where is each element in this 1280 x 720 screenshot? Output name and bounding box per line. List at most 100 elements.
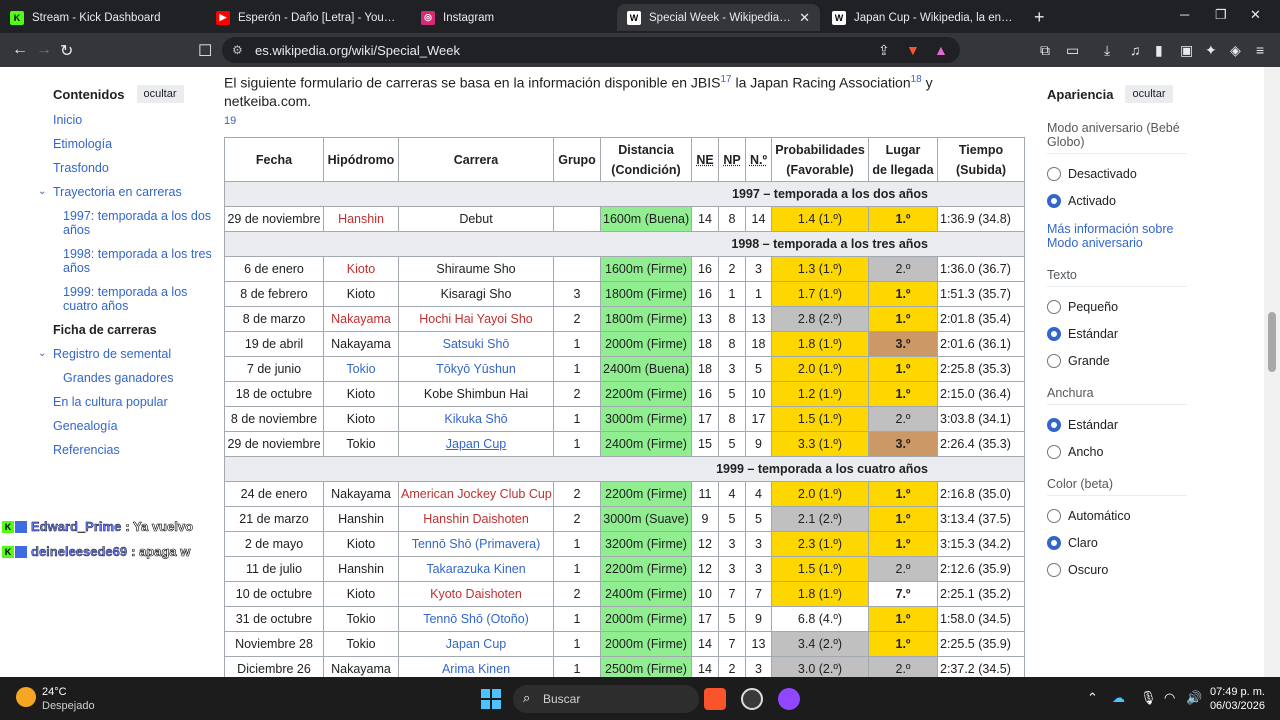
browser-tab[interactable]: K Stream - Kick Dashboard bbox=[0, 4, 205, 31]
browser-tab[interactable]: W Special Week - Wikipedia, la encicloped… bbox=[617, 4, 820, 31]
table-cell[interactable]: Tennō Shō (Otoño) bbox=[398, 606, 554, 632]
radio-icon[interactable] bbox=[1047, 536, 1061, 550]
close-window-icon[interactable]: ✕ bbox=[1250, 7, 1261, 22]
text-size-option[interactable]: Pequeño bbox=[1047, 300, 1187, 314]
tray-chevron-icon[interactable]: ⌃ bbox=[1087, 690, 1098, 705]
table-cell[interactable]: Hanshin bbox=[323, 206, 399, 232]
radio-icon[interactable] bbox=[1047, 563, 1061, 577]
maximize-icon[interactable]: ❐ bbox=[1215, 7, 1227, 22]
toc-item[interactable]: Grandes ganadores bbox=[63, 371, 174, 385]
toc-item[interactable]: Etimología bbox=[53, 137, 113, 151]
table-cell[interactable]: Tokio bbox=[323, 356, 399, 382]
scrollbar-thumb[interactable] bbox=[1268, 312, 1276, 372]
color-option[interactable]: Automático bbox=[1047, 509, 1187, 523]
table-cell[interactable]: Kioto bbox=[323, 256, 399, 282]
taskbar-search[interactable]: ⌕ Buscar bbox=[513, 685, 699, 713]
text-size-option[interactable]: Grande bbox=[1047, 354, 1187, 368]
table-cell[interactable]: Kioto bbox=[323, 531, 399, 557]
table-cell[interactable]: Tokio bbox=[323, 606, 399, 632]
table-cell[interactable]: Nakayama bbox=[323, 306, 399, 332]
menu-icon[interactable]: ≡ bbox=[1256, 42, 1265, 58]
table-cell[interactable]: Japan Cup bbox=[398, 631, 554, 657]
back-icon[interactable]: ← bbox=[12, 41, 28, 58]
close-tab-icon[interactable]: ✕ bbox=[799, 9, 810, 25]
anniversary-option[interactable]: Desactivado bbox=[1047, 167, 1187, 181]
toc-item[interactable]: Referencias bbox=[53, 443, 120, 457]
table-cell[interactable]: Tennō Shō (Primavera) bbox=[398, 531, 554, 557]
toc-item[interactable]: Inicio bbox=[53, 113, 83, 127]
table-cell[interactable]: Hanshin bbox=[323, 506, 399, 532]
radio-icon[interactable] bbox=[1047, 167, 1061, 181]
sidebar-icon[interactable]: ▮ bbox=[1155, 42, 1163, 58]
anniversary-option[interactable]: Activado bbox=[1047, 194, 1187, 208]
ref-18[interactable]: 18 bbox=[910, 74, 922, 85]
weather-desc[interactable]: Despejado bbox=[42, 700, 95, 712]
table-cell[interactable]: Kioto bbox=[323, 381, 399, 407]
extensions-icon[interactable]: ⧉ bbox=[1040, 42, 1050, 58]
radio-icon[interactable] bbox=[1047, 194, 1061, 208]
share-icon[interactable]: ⇪ bbox=[878, 42, 890, 58]
toc-item[interactable]: ⌄ Registro de semental bbox=[38, 347, 172, 361]
table-cell[interactable]: Kikuka Shō bbox=[398, 406, 554, 432]
table-cell[interactable]: Hanshin Daishoten bbox=[398, 506, 554, 532]
browser-tab[interactable]: ◎ Instagram bbox=[411, 4, 611, 31]
tab-groups-icon[interactable]: ▭ bbox=[1066, 42, 1080, 58]
browser-tab[interactable]: ▶ Esperón - Daño [Letra] - YouTube bbox=[206, 4, 406, 31]
chat-app-taskbar-icon[interactable] bbox=[778, 688, 800, 710]
browser-tab[interactable]: W Japan Cup - Wikipedia, la enciclopedia … bbox=[822, 4, 1024, 31]
brave-shield-icon[interactable]: ▼ bbox=[906, 42, 920, 58]
table-cell[interactable]: Kioto bbox=[323, 281, 399, 307]
table-cell[interactable]: Shiraume Sho bbox=[398, 256, 554, 282]
table-cell[interactable]: Arima Kinen bbox=[398, 656, 554, 677]
toc-item[interactable]: En la cultura popular bbox=[53, 395, 168, 409]
anniversary-more-link[interactable]: Más información sobre Modo aniversario bbox=[1047, 222, 1174, 250]
table-cell[interactable]: Nakayama bbox=[323, 331, 399, 357]
brave-taskbar-icon[interactable] bbox=[704, 688, 726, 710]
color-option[interactable]: Oscuro bbox=[1047, 563, 1187, 577]
volume-icon[interactable]: 🔊 bbox=[1186, 690, 1203, 705]
tray-app-icon[interactable]: ☁ bbox=[1112, 690, 1125, 705]
table-cell[interactable]: Debut bbox=[398, 206, 554, 232]
new-tab-button[interactable]: + bbox=[1034, 7, 1045, 27]
radio-icon[interactable] bbox=[1047, 354, 1061, 368]
page-scrollbar[interactable] bbox=[1264, 67, 1280, 677]
start-icon[interactable] bbox=[481, 689, 501, 709]
table-cell[interactable]: Satsuki Shō bbox=[398, 331, 554, 357]
radio-icon[interactable] bbox=[1047, 509, 1061, 523]
downloads-icon[interactable]: ⤓ bbox=[1104, 42, 1111, 58]
vpn-icon[interactable]: ◈ bbox=[1230, 42, 1241, 58]
radio-icon[interactable] bbox=[1047, 418, 1061, 432]
table-cell[interactable]: Nakayama bbox=[323, 656, 399, 677]
radio-icon[interactable] bbox=[1047, 327, 1061, 341]
system-clock[interactable]: 07:49 p. m. 06/03/2026 bbox=[1205, 685, 1265, 713]
ref-17[interactable]: 17 bbox=[720, 74, 732, 85]
obs-taskbar-icon[interactable] bbox=[741, 688, 763, 710]
ref-19[interactable]: 19 bbox=[224, 114, 237, 127]
table-cell[interactable]: Japan Cup bbox=[398, 431, 554, 457]
table-cell[interactable]: Kobe Shimbun Hai bbox=[398, 381, 554, 407]
media-icon[interactable]: ♫ bbox=[1130, 42, 1141, 58]
weather-temp[interactable]: 24°C bbox=[42, 686, 67, 698]
toc-item[interactable]: ⌄ Trayectoria en carreras bbox=[38, 185, 182, 199]
toc-item[interactable]: 1999: temporada a los cuatro años bbox=[63, 285, 188, 313]
site-info-icon[interactable]: ⚙ bbox=[232, 43, 243, 57]
address-bar[interactable]: ⚙ es.wikipedia.org/wiki/Special_Week ⇪ ▼… bbox=[222, 37, 960, 63]
toc-item[interactable]: Genealogía bbox=[53, 419, 118, 433]
table-cell[interactable]: Kyoto Daishoten bbox=[398, 581, 554, 607]
toc-toggle-icon[interactable]: ⌄ bbox=[38, 186, 47, 197]
toc-item[interactable]: 1997: temporada a los dos años bbox=[63, 209, 212, 237]
table-cell[interactable]: Kisaragi Sho bbox=[398, 281, 554, 307]
table-cell[interactable]: Kioto bbox=[323, 581, 399, 607]
table-cell[interactable]: Hochi Hai Yayoi Sho bbox=[398, 306, 554, 332]
toc-item[interactable]: 1998: temporada a los tres años bbox=[63, 247, 212, 275]
table-cell[interactable]: American Jockey Club Cup bbox=[398, 481, 554, 507]
microphone-icon[interactable]: 🎙 bbox=[1140, 690, 1157, 705]
color-option[interactable]: Claro bbox=[1047, 536, 1187, 550]
table-cell[interactable]: Kioto bbox=[323, 406, 399, 432]
minimize-icon[interactable]: ─ bbox=[1180, 7, 1190, 22]
toc-toggle-icon[interactable]: ⌄ bbox=[38, 348, 47, 359]
table-cell[interactable]: Tokio bbox=[323, 431, 399, 457]
weather-icon[interactable] bbox=[16, 687, 36, 707]
table-cell[interactable]: Tokio bbox=[323, 631, 399, 657]
toc-hide-button[interactable]: ocultar bbox=[136, 85, 184, 103]
